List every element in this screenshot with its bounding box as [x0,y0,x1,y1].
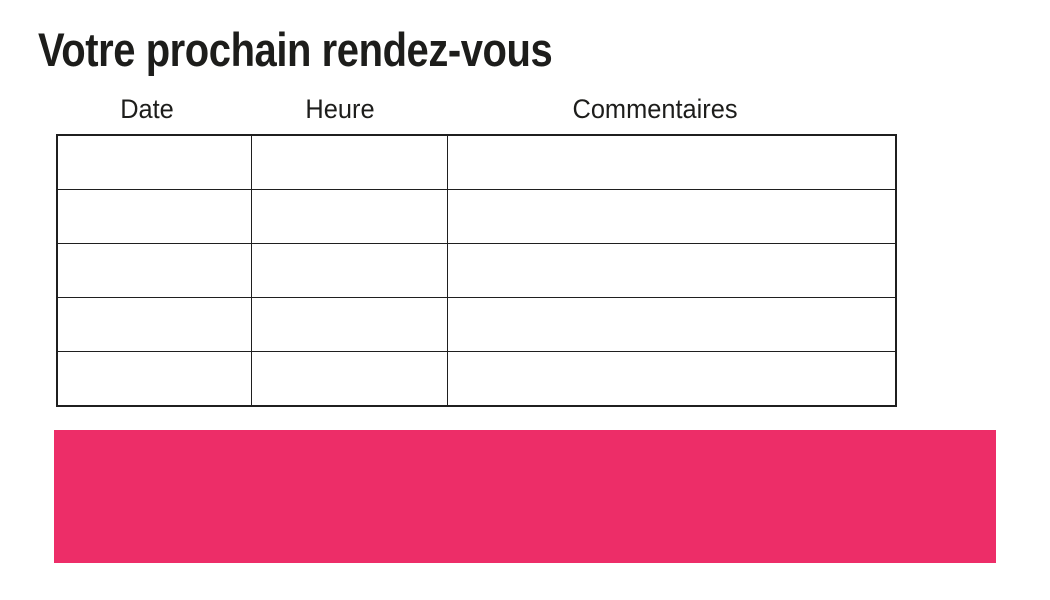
table-row [56,242,897,299]
cell-heure [250,134,448,190]
page-title: Votre prochain rendez-vous [38,23,553,76]
cell-commentaires [446,297,897,353]
column-header-commentaires: Commentaires [572,94,738,124]
cell-commentaires [446,134,897,190]
table-row [56,351,897,407]
column-header-heure: Heure [305,94,375,124]
cell-date [56,134,252,190]
table-row [56,297,897,353]
cell-date [56,242,252,299]
appointment-table [56,134,897,407]
cell-heure [250,188,448,244]
cell-commentaires [446,188,897,244]
cell-heure [250,351,448,407]
cell-heure [250,242,448,299]
accent-band [54,430,996,563]
cell-date [56,188,252,244]
cell-heure [250,297,448,353]
cell-date [56,297,252,353]
cell-commentaires [446,351,897,407]
column-header-date: Date [120,94,174,124]
cell-date [56,351,252,407]
table-row [56,134,897,190]
table-row [56,188,897,244]
cell-commentaires [446,242,897,299]
